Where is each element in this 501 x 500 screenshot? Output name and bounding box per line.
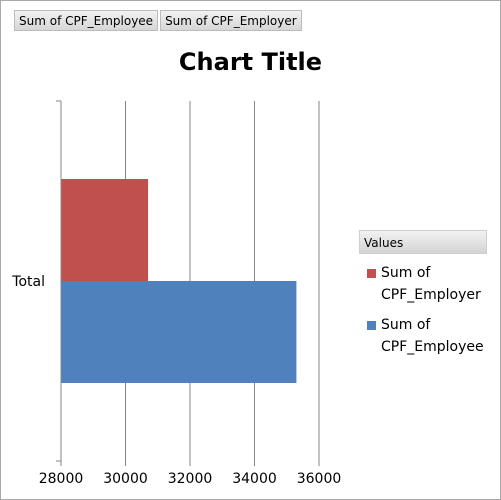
legend-label-employee-line1: Sum of: [381, 317, 431, 333]
x-tick-label: 30000: [103, 471, 148, 487]
legend-item-employee[interactable]: Sum of CPF_Employee: [359, 314, 487, 358]
x-tick-label: 32000: [168, 471, 213, 487]
legend-label-employer-line1: Sum of: [381, 265, 431, 281]
legend-title[interactable]: Values: [359, 230, 487, 254]
legend[interactable]: Values Sum of CPF_Employer Sum of CPF_Em…: [359, 230, 487, 358]
bar-sum-of-cpf-employer: [61, 179, 149, 281]
legend-item-employer[interactable]: Sum of CPF_Employer: [359, 262, 487, 306]
bar-sum-of-cpf-employee: [61, 281, 297, 383]
legend-label-employee-line2: CPF_Employee: [381, 339, 484, 355]
axes: 28000 30000 32000 34000 36000 Total: [11, 100, 342, 487]
x-tick-label: 36000: [297, 471, 342, 487]
x-tick-label: 34000: [232, 471, 277, 487]
category-label: Total: [11, 274, 45, 290]
pivot-field-buttons: Sum of CPF_Employee Sum of CPF_Employer: [14, 10, 302, 31]
field-button-employee[interactable]: Sum of CPF_Employee: [14, 10, 159, 31]
legend-swatch-employer: [367, 269, 376, 278]
legend-swatch-employee: [367, 321, 376, 330]
field-button-employer[interactable]: Sum of CPF_Employer: [160, 10, 302, 31]
chart-title[interactable]: Chart Title: [178, 48, 323, 76]
x-tick-label: 28000: [39, 471, 84, 487]
legend-label-employer-line2: CPF_Employer: [381, 287, 481, 303]
bars: [61, 179, 297, 383]
